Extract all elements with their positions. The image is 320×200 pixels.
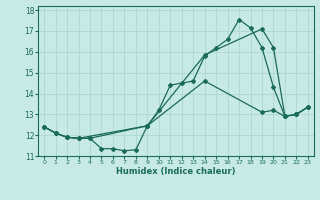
X-axis label: Humidex (Indice chaleur): Humidex (Indice chaleur) — [116, 167, 236, 176]
